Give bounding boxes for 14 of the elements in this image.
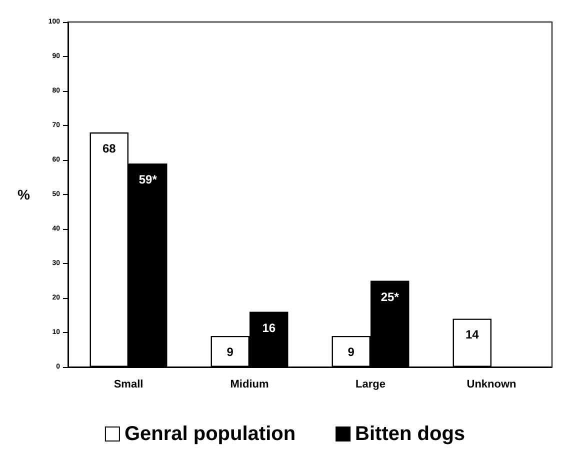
y-axis-title: % — [18, 186, 31, 202]
x-tick-label: Unknown — [466, 378, 517, 390]
x-tick-label: Large — [356, 378, 386, 390]
x-tick-label: Midium — [230, 378, 269, 390]
legend-label: Genral population — [124, 423, 296, 445]
data-label: 59* — [138, 172, 158, 186]
data-label: 68 — [102, 141, 116, 156]
legend-label: Bitten dogs — [355, 423, 466, 445]
x-tick-label: Small — [114, 378, 144, 390]
data-label: 25* — [380, 290, 400, 304]
data-label: 16 — [262, 320, 276, 335]
data-label: 9 — [348, 344, 355, 359]
data-label: 14 — [465, 328, 480, 342]
data-label: 9 — [226, 344, 234, 359]
